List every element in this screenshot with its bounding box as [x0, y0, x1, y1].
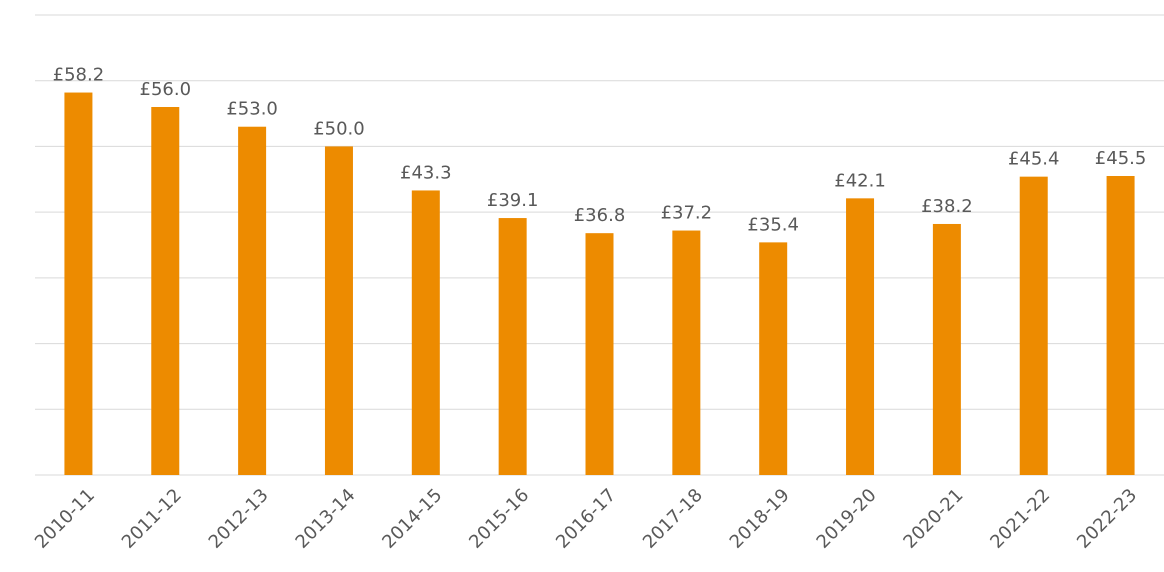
bar: [324, 146, 353, 475]
x-tick-label: 2017-18: [639, 485, 707, 553]
bar: [151, 107, 180, 475]
value-label: £45.5: [1095, 148, 1147, 169]
bar: [759, 242, 788, 475]
bar: [672, 230, 701, 475]
x-tick-label: 2016-17: [552, 485, 620, 553]
bar: [238, 126, 267, 475]
bar: [846, 198, 875, 476]
value-label: £36.8: [574, 205, 626, 226]
x-tick-label: 2019-20: [813, 485, 881, 553]
bar: [932, 223, 961, 475]
bar: [411, 190, 440, 475]
value-label: £35.4: [747, 214, 799, 235]
value-label: £45.4: [1008, 149, 1060, 170]
x-tick-label: 2011-12: [118, 485, 186, 553]
x-tick-label: 2012-13: [205, 485, 273, 553]
value-label: £42.1: [834, 170, 886, 191]
bar: [64, 92, 93, 476]
x-tick-label: 2010-11: [31, 485, 99, 553]
bar: [1019, 176, 1048, 475]
value-label: £58.2: [53, 65, 105, 86]
x-tick-label: 2021-22: [986, 485, 1054, 553]
bar: [585, 233, 614, 475]
x-tick-label: 2015-16: [465, 485, 533, 553]
x-tick-label: 2020-21: [899, 485, 967, 553]
value-label: £56.0: [140, 79, 192, 100]
value-label: £39.1: [487, 190, 539, 211]
value-label: £53.0: [226, 99, 278, 120]
value-label: £50.0: [313, 118, 365, 139]
bar: [1106, 176, 1135, 475]
value-label: £43.3: [400, 162, 452, 183]
x-tick-label: 2014-15: [378, 485, 446, 553]
x-tick-label: 2018-19: [726, 485, 794, 553]
value-label: £37.2: [661, 203, 713, 224]
bar: [498, 218, 527, 476]
value-label: £38.2: [921, 196, 973, 217]
x-tick-label: 2022-23: [1073, 485, 1141, 553]
x-tick-label: 2013-14: [292, 485, 360, 553]
